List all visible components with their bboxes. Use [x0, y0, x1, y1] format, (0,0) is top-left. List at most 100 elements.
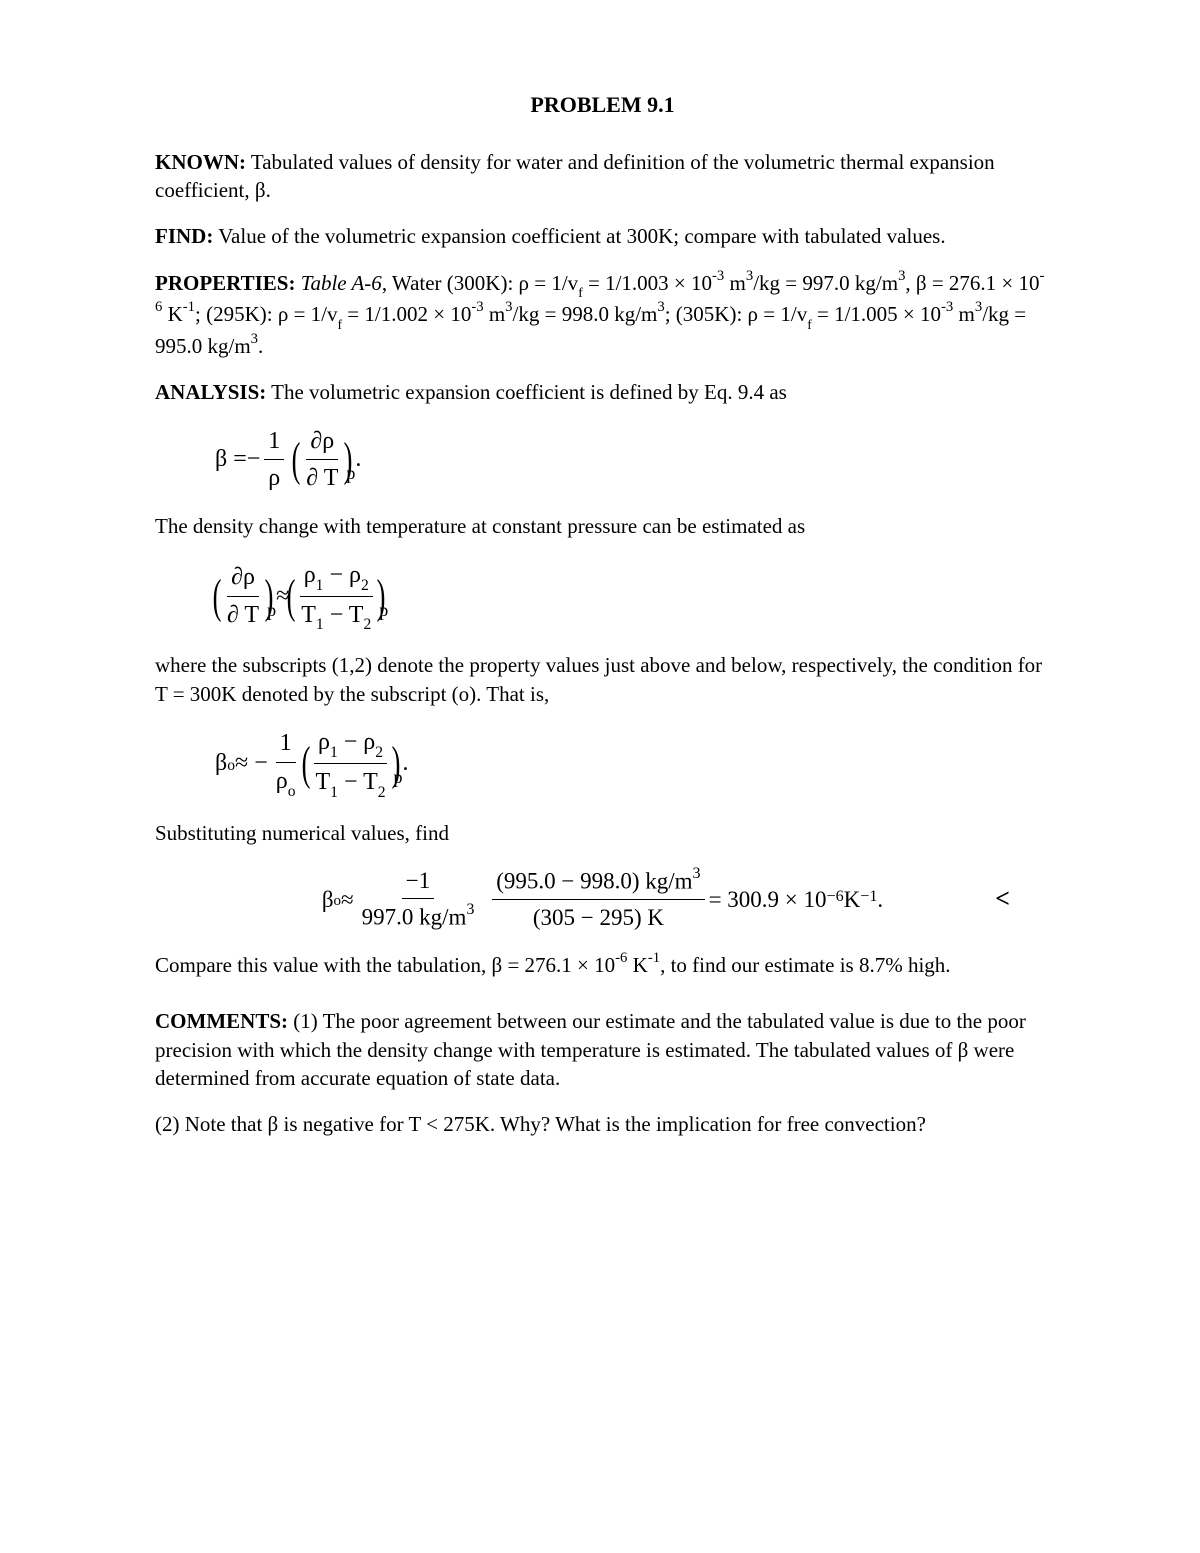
para3: where the subscripts (1,2) denote the pr… [155, 651, 1050, 708]
exp-10: 3 [975, 299, 982, 315]
prop-d: /kg = 997.0 kg/m [753, 271, 898, 295]
equation-2: ( ∂ρ ∂ T ) p ≈ ( ρ1 − ρ2 T1 − ρ − T2 ) p [215, 559, 1050, 634]
prop-h: = 1/1.002 × 10 [342, 302, 471, 326]
prop-c3: m [953, 302, 975, 326]
eq3-s2b: 2 [378, 784, 386, 801]
prop-b: = 1/1.003 × 10 [583, 271, 712, 295]
eq2-n2b: − ρ [323, 562, 361, 588]
sub-f-1: f [578, 285, 583, 300]
eq4-den2: (305 − 295) K [529, 900, 668, 933]
prop-g: ; (295K): ρ = 1/v [195, 302, 337, 326]
eq2-s2a: 2 [361, 577, 369, 594]
para4: Substituting numerical values, find [155, 819, 1050, 847]
eq3-den1o: o [288, 783, 296, 800]
eq2-n2a: ρ [304, 562, 316, 588]
exp-5: -1 [183, 299, 195, 315]
eq3-num1: 1 [276, 727, 296, 762]
comments-label: COMMENTS: [155, 1009, 288, 1033]
exp-2: 3 [746, 268, 753, 284]
sub-f-3: f [807, 317, 812, 332]
eq3-s1a: 1 [330, 744, 338, 761]
find-label: FIND: [155, 224, 213, 248]
para5a: Compare this value with the tabulation, … [155, 953, 615, 977]
prop-c2: m [484, 302, 506, 326]
prop-j: ; (305K): ρ = 1/v [665, 302, 807, 326]
find-text: Value of the volumetric expansion coeffi… [218, 224, 945, 248]
lparen-icon-3: ( [287, 575, 296, 618]
exp-3: 3 [898, 268, 905, 284]
prop-f: K [162, 302, 182, 326]
eq2-sub2: p [379, 598, 388, 622]
eq3-n2a: ρ [318, 729, 330, 755]
lparen-icon: ( [292, 438, 301, 481]
properties-label: PROPERTIES: [155, 271, 295, 295]
prop-e: , β = 276.1 × 10 [905, 271, 1039, 295]
eq1-beta: β = [215, 443, 247, 475]
eq3-s1b: 1 [330, 784, 338, 801]
eq1-num1: 1 [264, 425, 284, 460]
exp-11: 3 [251, 331, 258, 347]
eq3-d2a: T [316, 769, 331, 795]
eq2-s1a: 1 [316, 577, 324, 594]
analysis-paragraph: ANALYSIS: The volumetric expansion coeff… [155, 378, 1050, 406]
equation-3: βo ≈ − 1 ρo ( ρ1 − ρ2 T1 − T2 ) p . [215, 726, 1050, 801]
properties-paragraph: PROPERTIES: Table A-6, Water (300K): ρ =… [155, 269, 1050, 361]
eq4-num1: −1 [402, 865, 434, 899]
eq3-den1a: ρ [276, 768, 288, 794]
eq3-n2b: − ρ [338, 729, 376, 755]
eq2-s1b: 1 [316, 616, 324, 633]
eq1-den1: ρ [264, 460, 284, 494]
eq1-minus: − [247, 443, 261, 475]
analysis-label: ANALYSIS: [155, 380, 266, 404]
known-label: KNOWN: [155, 150, 246, 174]
eq4-o: o [334, 891, 341, 911]
known-paragraph: KNOWN: Tabulated values of density for w… [155, 148, 1050, 205]
eq2-d2a: T [301, 602, 316, 628]
eq4-m1: −1 [860, 886, 877, 908]
eq2-sub1: p [267, 598, 276, 622]
eq2-num1: ∂ρ [227, 561, 259, 596]
eq1-den2: ∂ T [302, 460, 342, 494]
lparen-icon-2: ( [213, 575, 222, 618]
eq2-s2b: 2 [363, 616, 371, 633]
eq2-den1: ∂ T [223, 597, 263, 631]
exp-9: -3 [941, 299, 953, 315]
comments-paragraph: COMMENTS: (1) The poor agreement between… [155, 1007, 1050, 1092]
find-paragraph: FIND: Value of the volumetric expansion … [155, 222, 1050, 250]
exp-7: 3 [505, 299, 512, 315]
equation-1: β = − 1 ρ ( ∂ρ ∂ T ) p . [215, 425, 1050, 495]
sub-f-2: f [338, 317, 343, 332]
equation-4: βo ≈ −1 997.0 kg/m3 (995.0 − 998.0) kg/m… [155, 865, 1050, 933]
exp-8: 3 [657, 299, 664, 315]
eq4-beta: β [322, 884, 334, 915]
eq3-dot: . [403, 747, 409, 779]
eq4-num2: (995.0 − 998.0) kg/m [496, 869, 692, 894]
para5: Compare this value with the tabulation, … [155, 951, 1050, 979]
eq3-s2a: 2 [375, 744, 383, 761]
para5b: K [627, 953, 647, 977]
page: PROBLEM 9.1 KNOWN: Tabulated values of d… [0, 0, 1200, 1553]
eq4-result: = 300.9 × 10 [709, 884, 827, 915]
para2: The density change with temperature at c… [155, 512, 1050, 540]
analysis-text: The volumetric expansion coefficient is … [271, 380, 787, 404]
eq1-num2: ∂ρ [306, 425, 338, 460]
lparen-icon-4: ( [301, 742, 310, 785]
exp-1: -3 [712, 268, 724, 284]
eq1-sub: p [346, 461, 355, 485]
eq4-num2-e: 3 [693, 865, 701, 882]
known-text: Tabulated values of density for water an… [155, 150, 995, 202]
eq1-dot: . [355, 443, 361, 475]
eq3-o: o [227, 755, 235, 776]
para5c: , to find our estimate is 8.7% high. [660, 953, 950, 977]
eq3-sub: p [394, 765, 403, 789]
eq4-k: K [844, 884, 861, 915]
properties-ref: Table A-6 [301, 271, 382, 295]
exp-6: -3 [471, 299, 483, 315]
eq4-den1: 997.0 kg/m [362, 905, 467, 930]
check-mark-icon: < [995, 881, 1010, 916]
prop-a: , Water (300K): ρ = 1/v [382, 271, 578, 295]
eq3-approx: ≈ − [235, 747, 268, 779]
p5-e1: -6 [615, 950, 627, 966]
eq4-den1-e: 3 [466, 901, 474, 918]
eq4-dot: . [877, 884, 883, 915]
